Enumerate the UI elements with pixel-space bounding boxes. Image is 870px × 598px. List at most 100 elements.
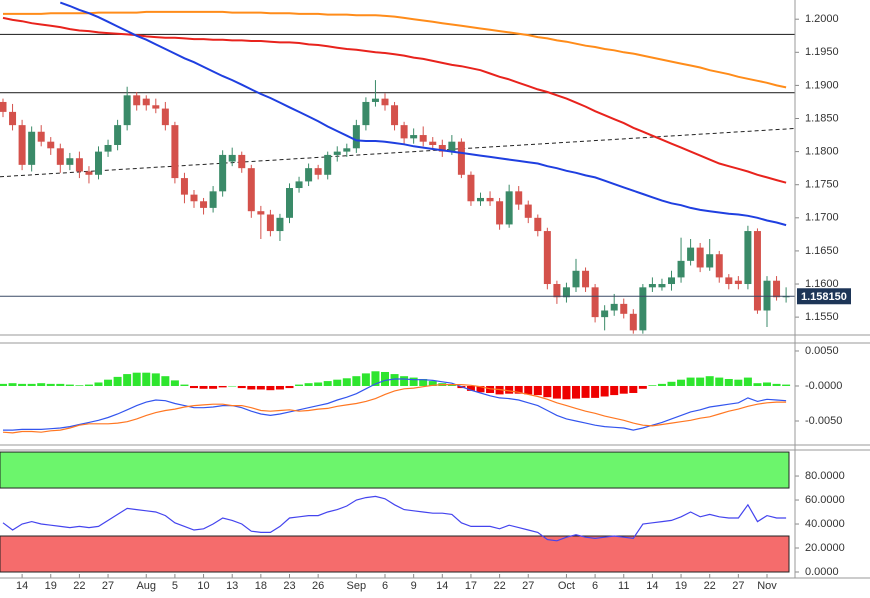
histogram-bar	[161, 376, 170, 386]
histogram-bar	[237, 385, 246, 389]
candle-body	[352, 125, 360, 149]
histogram-bar	[75, 385, 84, 386]
histogram-bar	[18, 383, 27, 386]
x-tick-label: 19	[45, 580, 57, 592]
candle-body	[200, 201, 208, 208]
candle-body	[276, 217, 284, 232]
histogram-bar	[27, 383, 36, 386]
histogram-bar	[190, 385, 198, 389]
candle-body	[677, 260, 685, 278]
x-tick-label: 27	[522, 580, 534, 592]
x-tick-label: 22	[493, 580, 505, 592]
histogram-bar	[113, 376, 122, 386]
histogram-bar	[629, 385, 638, 393]
histogram-bar	[247, 385, 256, 390]
x-tick-label: 9	[411, 580, 417, 592]
histogram-bar	[600, 385, 609, 397]
histogram-bar	[400, 376, 409, 386]
candle-body	[629, 313, 637, 331]
candle-body	[591, 287, 599, 318]
histogram-bar	[677, 379, 686, 386]
candle-body	[333, 151, 341, 155]
panel	[0, 451, 790, 573]
candle-body	[763, 280, 771, 311]
histogram-bar	[352, 376, 361, 386]
histogram-bar	[180, 384, 189, 386]
histogram-bar	[56, 383, 65, 386]
histogram-bar	[8, 383, 17, 386]
candle-body	[286, 188, 293, 218]
histogram-bar	[132, 372, 141, 386]
histogram-bar	[419, 378, 428, 386]
candle-body	[753, 231, 761, 311]
x-tick-label: 10	[197, 580, 209, 592]
histogram-bar	[209, 385, 218, 389]
candle-body	[295, 181, 303, 189]
histogram-bar	[199, 385, 208, 389]
candle-body	[505, 191, 513, 225]
histogram-bar	[170, 380, 179, 386]
histogram-bar	[476, 385, 485, 393]
candle-body	[419, 135, 427, 142]
candle-body	[18, 125, 26, 165]
candle-body	[648, 284, 656, 288]
candle-body	[582, 270, 590, 288]
candle-body	[715, 254, 723, 278]
y-tick-label: 1.1850	[805, 112, 839, 124]
histogram-bar	[581, 385, 590, 398]
candle-body	[438, 144, 446, 152]
histogram-bar	[295, 384, 304, 386]
candle-body	[238, 154, 246, 169]
candle-body	[706, 254, 714, 268]
y-tick-label: 80.0000	[805, 470, 845, 482]
histogram-bar	[390, 374, 399, 386]
candle-body	[209, 191, 217, 208]
candle-body	[142, 98, 150, 106]
histogram-bar	[142, 372, 151, 386]
histogram-bar	[104, 379, 113, 386]
candle-body	[658, 284, 666, 288]
candle-body	[457, 141, 465, 175]
candle-body	[467, 174, 475, 202]
histogram-bar	[772, 383, 781, 386]
candle-body	[572, 270, 580, 288]
histogram-bar	[734, 379, 743, 386]
y-tick-label: 20.0000	[805, 542, 845, 554]
candle-body	[161, 108, 169, 126]
x-tick-label: Aug	[136, 580, 156, 592]
x-tick-label: 22	[704, 580, 716, 592]
candle-body	[725, 277, 733, 285]
y-tick-label: 40.0000	[805, 518, 845, 530]
candle-body	[773, 280, 781, 298]
x-tick-label: 5	[172, 580, 178, 592]
candle-body	[343, 148, 351, 152]
candle-body	[314, 168, 322, 175]
histogram-bar	[763, 382, 771, 386]
histogram-bar	[743, 377, 752, 386]
histogram-bar	[304, 383, 313, 386]
candle-body	[133, 95, 141, 106]
x-tick-label: 22	[73, 580, 85, 592]
histogram-bar	[46, 383, 55, 386]
histogram-bar	[638, 385, 647, 389]
histogram-bar	[524, 385, 533, 395]
histogram-bar	[696, 377, 705, 386]
y-tick-label: 60.0000	[805, 494, 845, 506]
histogram-bar	[381, 371, 389, 386]
candle-body	[171, 125, 179, 179]
candle-body	[47, 141, 55, 149]
histogram-bar	[409, 377, 418, 386]
histogram-bar	[657, 383, 666, 386]
x-tick-label: 23	[283, 580, 295, 592]
panel	[0, 1, 795, 334]
x-tick-label: 27	[102, 580, 114, 592]
candle-body	[744, 231, 752, 285]
histogram-bar	[782, 384, 791, 386]
histogram-bar	[94, 382, 103, 386]
candle-body	[486, 197, 494, 202]
histogram-bar	[495, 385, 504, 395]
series-line	[2, 495, 787, 542]
x-tick-label: 19	[675, 580, 687, 592]
histogram-bar	[256, 385, 265, 390]
